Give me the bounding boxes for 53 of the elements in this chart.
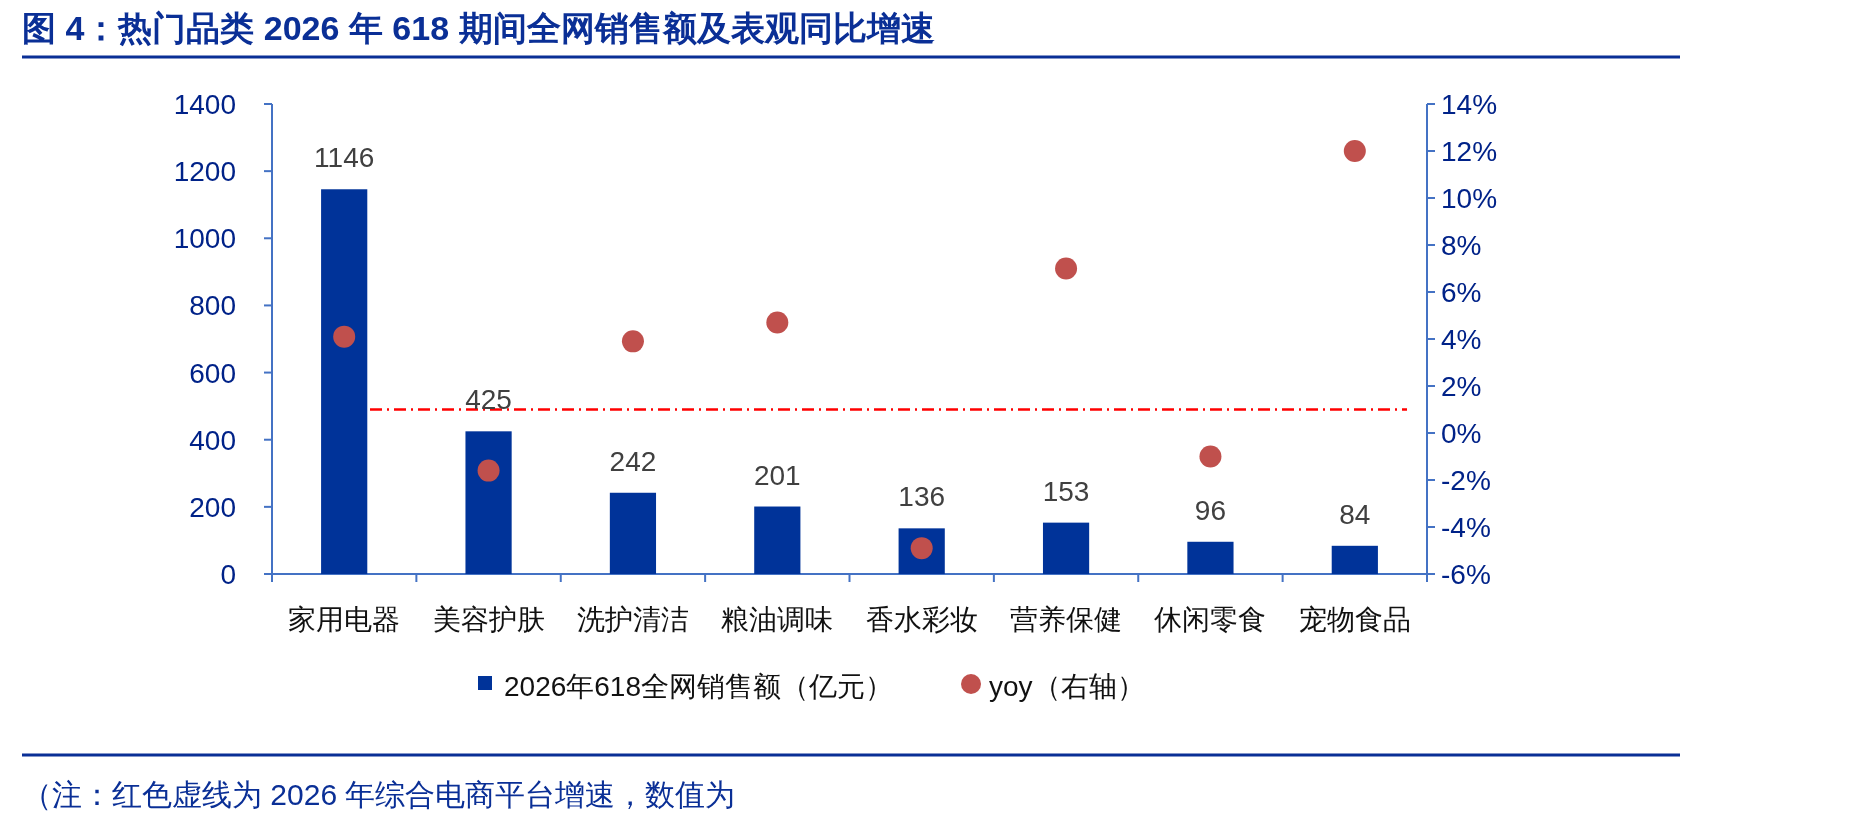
y2-tick-label: -2% [1441,465,1491,496]
point [766,311,789,334]
data-label: 201 [753,459,801,491]
x-tick-label: 洗护清洁 [576,604,689,635]
point [1343,140,1366,162]
point [477,459,500,482]
point [1199,445,1222,468]
y-tick-label: 1200 [173,156,236,188]
point [621,330,644,353]
x-tick-label: 香水彩妆 [865,604,978,635]
bar [321,189,368,574]
y2-tick-label: 2% [1441,371,1482,402]
point [1055,257,1078,280]
bar [465,431,512,574]
text: （注：红色虚线为 2026 年综合电商平台增速，数值为 [22,778,736,811]
x-tick-label: 美容护肤 [432,604,545,635]
x-tick-label: 粮油调味 [721,604,834,635]
y-tick-label: 400 [189,424,236,456]
data-label: 425 [465,384,512,416]
bar [1331,545,1378,574]
y2-tick-label: 8% [1441,230,1482,261]
y2-tick-label: 4% [1441,324,1482,355]
y2-tick-label: 12% [1441,136,1498,167]
y-tick-label: 600 [189,357,236,389]
x-tick-label: 休闲零食 [1154,604,1267,635]
y2-tick-label: 6% [1441,277,1482,308]
legend-label: yoy（右轴） [989,671,1145,702]
bar [754,506,801,574]
data-label: 153 [1042,475,1090,507]
bar [1042,522,1090,574]
y2-tick-label: -4% [1441,512,1491,543]
y2-tick-label: 14% [1441,89,1498,120]
data-label: 96 [1194,494,1227,526]
x-tick-label: 营养保健 [1010,604,1123,635]
y-tick-label: 200 [189,491,236,523]
data-label: 84 [1339,498,1371,530]
legend-label: 2026年618全网销售额（亿元） [504,671,894,702]
x-tick-label: 宠物食品 [1298,604,1411,635]
bar [1187,541,1234,574]
y-tick-label: 1400 [173,89,236,120]
y-tick-label: 800 [189,290,236,322]
y2-tick-label: 10% [1441,183,1498,214]
y2-tick-label: 0% [1441,418,1482,449]
bar [609,492,657,574]
data-label: 242 [609,445,657,477]
y-tick-label: 1000 [173,223,236,255]
point [333,325,356,348]
y-tick-label: 0 [220,559,236,590]
data-label: 136 [898,481,946,513]
data-label: 1146 [314,142,375,174]
x-tick-label: 家用电器 [288,604,401,635]
chart-title: 图 4：热门品类 2026 年 618 期间全网销售额及表观同比增速 [22,9,935,47]
y2-tick-label: -6% [1441,559,1491,590]
